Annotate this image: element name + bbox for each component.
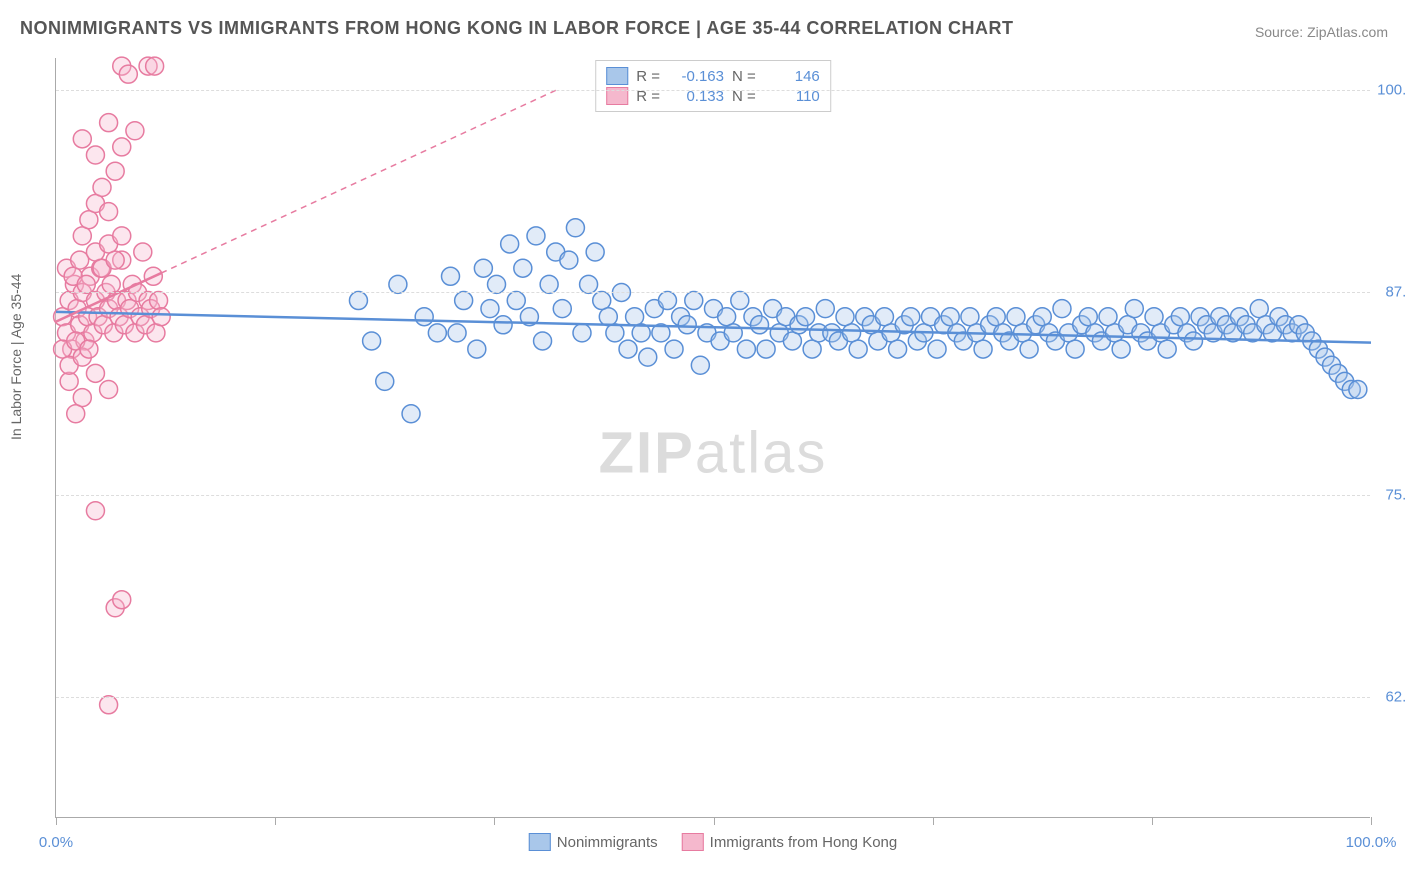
swatch-blue bbox=[606, 67, 628, 85]
x-tick-label-right: 100.0% bbox=[1346, 834, 1397, 851]
legend-label-0: Nonimmigrants bbox=[557, 834, 658, 851]
gridline bbox=[56, 495, 1370, 496]
x-tick bbox=[714, 817, 715, 825]
swatch-icon bbox=[682, 833, 704, 851]
legend-item-0: Nonimmigrants bbox=[529, 833, 658, 851]
legend-item-1: Immigrants from Hong Kong bbox=[682, 833, 898, 851]
y-tick-label: 62.5% bbox=[1385, 688, 1406, 705]
y-tick-label: 87.5% bbox=[1385, 284, 1406, 301]
source-label: Source: ZipAtlas.com bbox=[1255, 24, 1388, 40]
chart-svg bbox=[56, 58, 1370, 817]
x-tick bbox=[1152, 817, 1153, 825]
y-tick-label: 75.0% bbox=[1385, 486, 1406, 503]
x-tick bbox=[494, 817, 495, 825]
r-label: R = bbox=[636, 68, 660, 85]
y-tick-label: 100.0% bbox=[1377, 82, 1406, 99]
swatch-icon bbox=[529, 833, 551, 851]
n-val-0: 146 bbox=[764, 68, 820, 85]
x-tick bbox=[275, 817, 276, 825]
bottom-legend: Nonimmigrants Immigrants from Hong Kong bbox=[529, 833, 897, 851]
stats-row-0: R = -0.163 N = 146 bbox=[606, 67, 820, 85]
legend-label-1: Immigrants from Hong Kong bbox=[710, 834, 898, 851]
gridline bbox=[56, 292, 1370, 293]
x-tick bbox=[1371, 817, 1372, 825]
plot-area: ZIPatlas R = -0.163 N = 146 R = 0.133 N … bbox=[55, 58, 1370, 818]
gridline bbox=[56, 697, 1370, 698]
x-tick bbox=[56, 817, 57, 825]
n-label: N = bbox=[732, 68, 756, 85]
stats-box: R = -0.163 N = 146 R = 0.133 N = 110 bbox=[595, 60, 831, 112]
r-val-0: -0.163 bbox=[668, 68, 724, 85]
y-axis-label: In Labor Force | Age 35-44 bbox=[8, 274, 24, 440]
gridline bbox=[56, 90, 1370, 91]
chart-title: NONIMMIGRANTS VS IMMIGRANTS FROM HONG KO… bbox=[20, 18, 1014, 39]
x-tick bbox=[933, 817, 934, 825]
x-tick-label-left: 0.0% bbox=[39, 834, 73, 851]
